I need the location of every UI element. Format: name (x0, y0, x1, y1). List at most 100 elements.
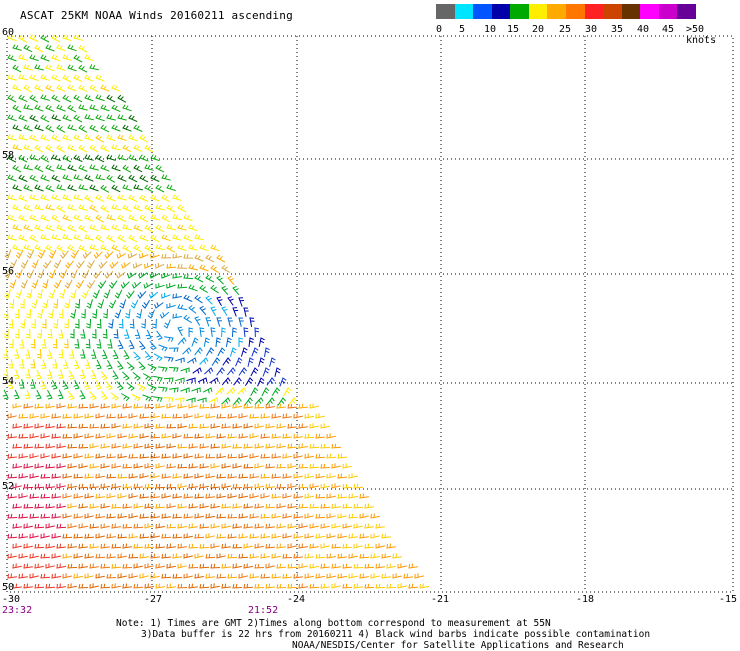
wind-barb (30, 379, 36, 389)
wind-barb (78, 204, 88, 211)
wind-barb (177, 403, 187, 409)
wind-barb (107, 339, 113, 349)
legend-swatch (547, 4, 567, 19)
wind-barb (166, 403, 176, 409)
wind-barb (221, 403, 231, 409)
wind-barb (56, 503, 66, 509)
wind-barb (194, 453, 204, 459)
wind-barb (265, 403, 275, 409)
wind-barb (155, 244, 165, 251)
wind-barb (111, 124, 121, 132)
wind-barb (293, 473, 303, 479)
wind-barb (238, 433, 248, 439)
wind-barb (45, 543, 55, 549)
wind-barb (144, 503, 154, 509)
wind-barb (122, 164, 132, 173)
wind-barb (7, 533, 18, 539)
wind-barb (315, 533, 325, 539)
wind-barb (166, 423, 177, 429)
lon-label-30w: -30 (2, 594, 21, 605)
wind-barb (260, 433, 270, 439)
wind-barb (62, 453, 72, 459)
legend-swatch (584, 4, 604, 19)
wind-barb (29, 114, 39, 123)
wind-barb (139, 340, 146, 350)
wind-barb (204, 367, 214, 375)
wind-barb (7, 154, 17, 163)
wind-barb (111, 224, 121, 231)
wind-barb (199, 264, 209, 272)
wind-barb (293, 553, 303, 559)
wind-barb (364, 583, 375, 589)
wind-barb (320, 503, 331, 509)
wind-barb (24, 389, 31, 399)
wind-barb (122, 204, 132, 212)
wind-barb (48, 289, 56, 299)
wind-barb (216, 317, 222, 327)
wind-barb (370, 573, 380, 579)
wind-barb (93, 251, 103, 259)
wind-barb (136, 383, 146, 392)
wind-barb (4, 249, 12, 259)
wind-barb (199, 403, 210, 409)
wind-barb (298, 463, 309, 469)
wind-barb (45, 84, 55, 92)
note-line-3: NOAA/NESDIS/Center for Satellite Applica… (292, 640, 624, 651)
wind-barb (7, 54, 17, 62)
legend-swatch (677, 4, 697, 19)
wind-barb (56, 84, 66, 92)
wind-barb (122, 371, 130, 381)
wind-barb (78, 184, 88, 191)
wind-barb (40, 54, 50, 62)
wind-barb (12, 463, 22, 469)
wind-barb (159, 311, 170, 319)
wind-barb (348, 553, 358, 559)
wind-barb (315, 453, 326, 459)
wind-barb (133, 144, 143, 152)
wind-barb (326, 493, 336, 499)
wind-barb (34, 443, 45, 449)
wind-barb (45, 503, 55, 509)
wind-barb (40, 214, 50, 222)
wind-barb (276, 583, 287, 589)
wind-barb (115, 271, 126, 279)
wind-barb (84, 513, 94, 519)
wind-barb (73, 234, 83, 242)
wind-barb (86, 318, 92, 329)
wind-barb (194, 433, 204, 439)
wind-barb (161, 413, 172, 419)
wind-barb (73, 433, 83, 439)
wind-barb (117, 214, 127, 223)
wind-barb (40, 234, 50, 241)
wind-barb (260, 553, 270, 559)
wind-barb (20, 259, 29, 269)
wind-barb (287, 463, 297, 469)
wind-barb (23, 483, 34, 489)
wind-barb (78, 64, 88, 73)
wind-barb (232, 503, 242, 509)
wind-barb (183, 453, 193, 459)
wind-barb (100, 543, 110, 549)
wind-barb (15, 269, 23, 279)
wind-barb (62, 54, 72, 61)
wind-barb (243, 503, 253, 509)
lon-label-27w: -27 (144, 594, 163, 605)
wind-barb (47, 329, 53, 339)
wind-barb (133, 463, 143, 469)
wind-barb (122, 523, 133, 529)
wind-barb (194, 274, 204, 283)
wind-barb (56, 204, 66, 213)
wind-barb (95, 433, 105, 439)
wind-barb (217, 347, 226, 357)
wind-barb (287, 523, 297, 529)
wind-barb (250, 367, 259, 377)
wind-barb (14, 328, 20, 339)
wind-barb (18, 134, 28, 141)
wind-barb (150, 194, 160, 202)
wind-barb (62, 34, 72, 42)
wind-barb (70, 289, 77, 299)
wind-barb (12, 403, 22, 409)
wind-barb (353, 583, 363, 589)
wind-barb (210, 423, 220, 429)
wind-barb (370, 533, 380, 539)
